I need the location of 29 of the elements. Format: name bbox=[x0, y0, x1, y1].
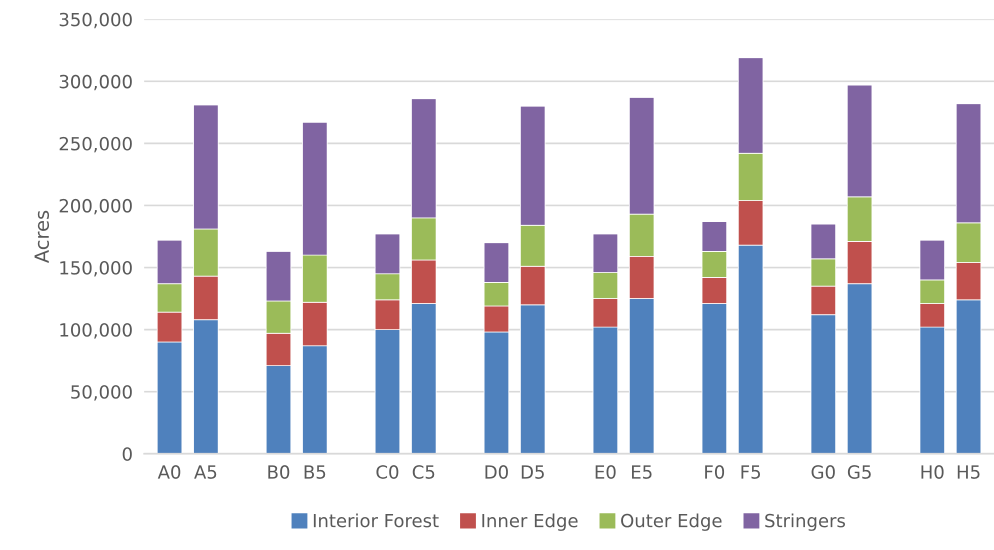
x-tick-label: H5 bbox=[958, 465, 980, 479]
y-axis-title: Acres bbox=[34, 210, 50, 263]
x-tick-label: F5 bbox=[741, 465, 760, 479]
x-tick-label: A0 bbox=[158, 465, 180, 479]
legend-label: Stringers bbox=[765, 513, 845, 531]
x-tick-label: H0 bbox=[921, 465, 944, 479]
x-tick-label: E0 bbox=[596, 465, 616, 479]
x-tick-label: G5 bbox=[848, 465, 871, 479]
x-tick-label: D5 bbox=[522, 465, 544, 479]
y-tick-label: 150,000 bbox=[60, 260, 132, 276]
x-tick-label: G0 bbox=[812, 465, 835, 479]
y-tick-label: 200,000 bbox=[60, 198, 132, 214]
y-tick-label: 350,000 bbox=[60, 12, 132, 28]
y-tick-label: 250,000 bbox=[60, 136, 132, 152]
x-tick-label: F0 bbox=[705, 465, 724, 479]
x-tick-label: E5 bbox=[632, 465, 652, 479]
x-tick-label: B0 bbox=[268, 465, 290, 479]
y-tick-label: 300,000 bbox=[60, 74, 132, 90]
legend-label: Interior Forest bbox=[314, 513, 439, 528]
x-tick-label: C5 bbox=[412, 465, 434, 479]
y-tick-label: 50,000 bbox=[71, 385, 132, 401]
y-tick-label: 0 bbox=[122, 447, 132, 461]
y-tick-label: 100,000 bbox=[60, 323, 132, 339]
legend-label: Outer Edge bbox=[621, 513, 722, 531]
x-tick-label: C0 bbox=[376, 465, 398, 479]
x-tick-label: B5 bbox=[304, 465, 326, 479]
x-tick-label: D0 bbox=[486, 465, 508, 479]
x-tick-label: A5 bbox=[194, 465, 216, 479]
legend-label: Inner Edge bbox=[482, 513, 578, 531]
